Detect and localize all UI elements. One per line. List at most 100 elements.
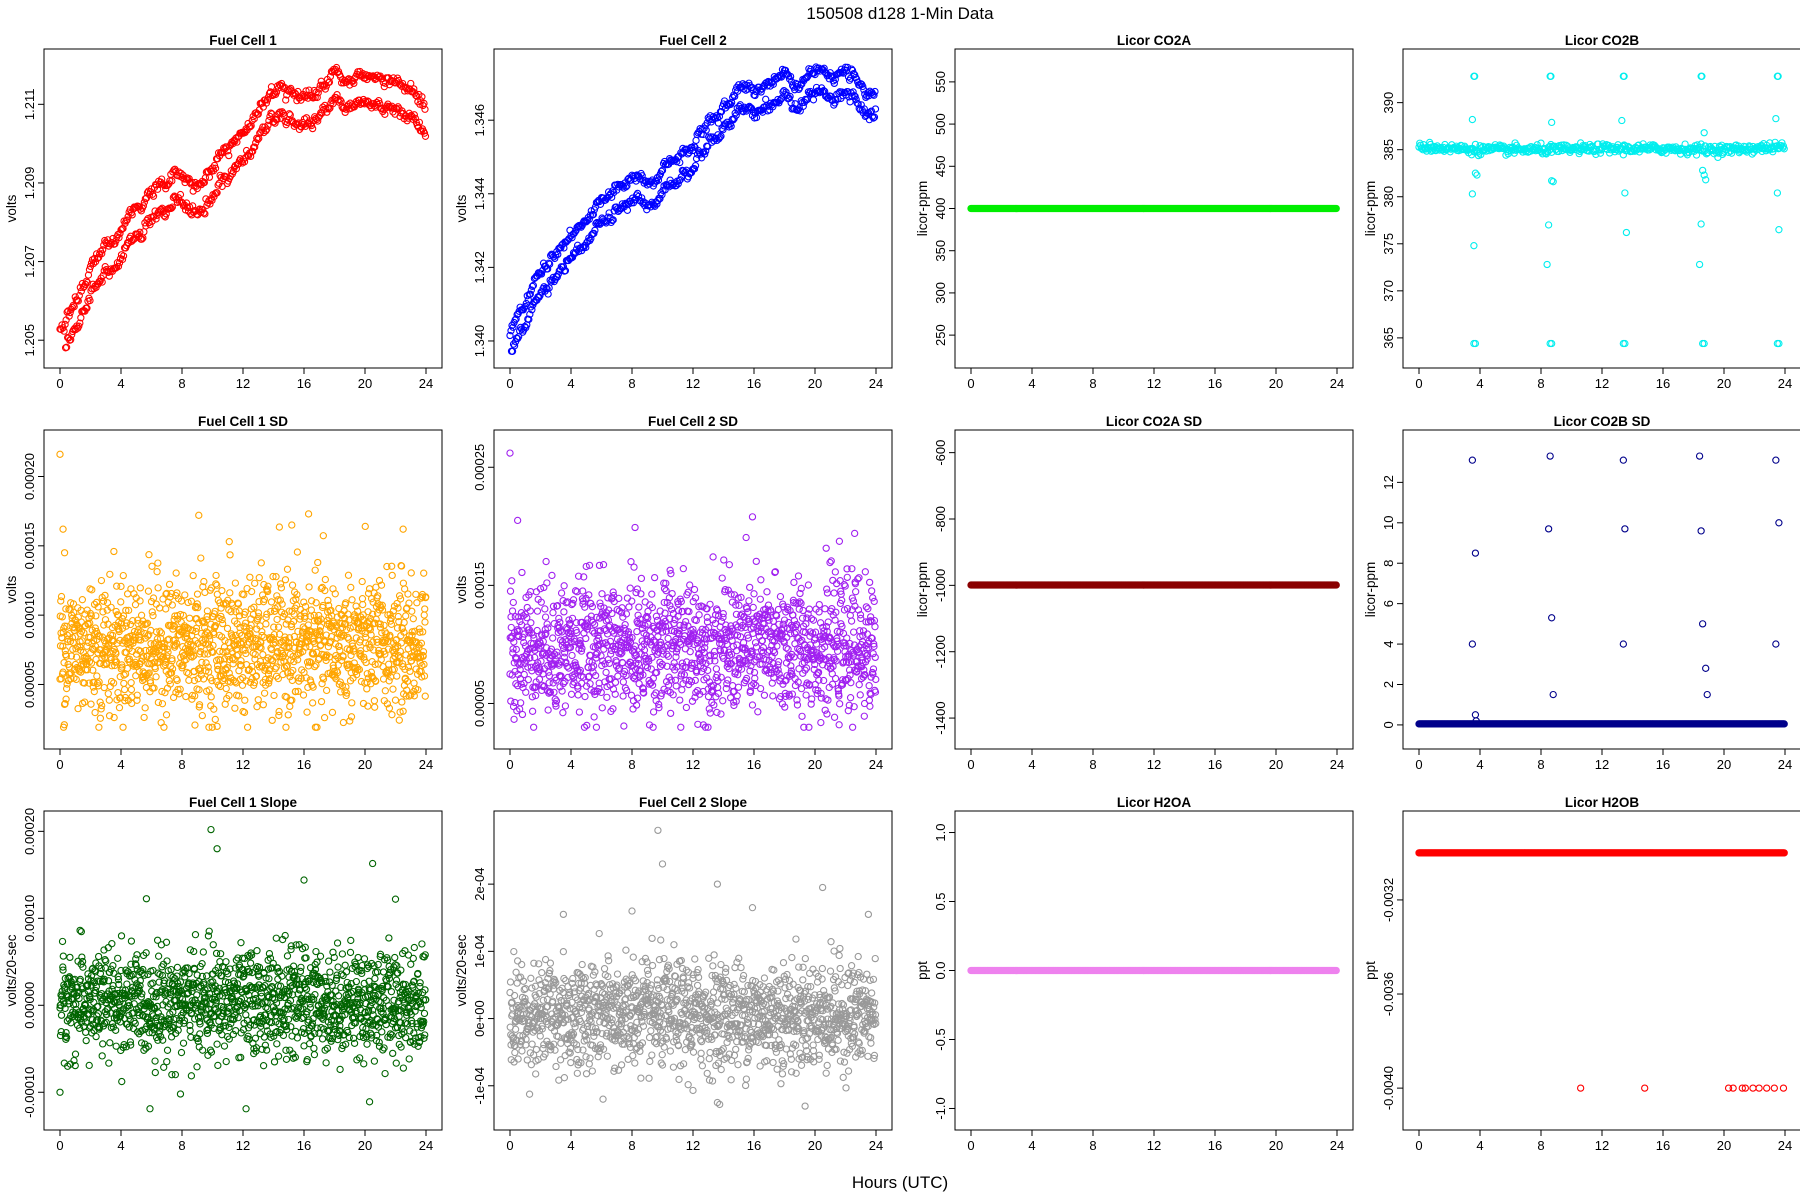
data-point xyxy=(528,306,536,314)
data-point xyxy=(583,216,591,225)
data-point xyxy=(201,210,209,218)
data-point xyxy=(657,167,666,175)
y-tick-label: 250 xyxy=(933,324,948,346)
data-point xyxy=(305,583,313,591)
y-tick-label: 0.00005 xyxy=(22,661,37,708)
data-point xyxy=(574,247,583,256)
data-point xyxy=(316,623,325,631)
data-point xyxy=(591,226,599,235)
data-point xyxy=(83,304,91,312)
chart-panel: Fuel Cell 2 SD0 4 8 12 16 20 240.000050.000150… xyxy=(454,414,893,772)
data-point xyxy=(635,603,643,611)
data-point xyxy=(322,686,331,695)
data-point xyxy=(702,126,710,134)
data-point xyxy=(1470,242,1478,250)
data-point xyxy=(71,324,79,332)
data-point xyxy=(851,92,859,101)
data-point xyxy=(802,96,811,104)
data-point xyxy=(172,569,180,577)
data-point xyxy=(821,87,829,96)
data-point xyxy=(257,559,265,567)
data-point xyxy=(1622,228,1631,237)
data-point xyxy=(100,683,108,692)
data-point xyxy=(98,250,106,258)
data-point xyxy=(117,226,125,234)
data-point xyxy=(629,705,637,713)
data-point xyxy=(232,165,241,173)
data-point xyxy=(752,113,761,122)
data-point xyxy=(568,234,576,242)
y-tick-label: 365 xyxy=(1381,327,1396,349)
y-tick-label: 1.209 xyxy=(22,167,37,200)
y-tick-label: 390 xyxy=(1381,92,1396,114)
y-tick-label: 370 xyxy=(1381,280,1396,302)
panel-grid: Fuel Cell 10 4 8 12 16 20 241.2051.2071.2091.2… xyxy=(4,33,1800,1153)
data-point xyxy=(727,122,735,130)
data-point xyxy=(621,621,629,629)
data-point xyxy=(421,105,429,113)
data-point xyxy=(246,573,254,581)
data-point xyxy=(105,696,113,704)
data-point xyxy=(263,125,271,133)
x-tick-label: 4 xyxy=(1476,376,1483,391)
data-point xyxy=(1773,189,1782,197)
data-series xyxy=(56,450,430,731)
plot-frame xyxy=(43,48,443,369)
data-series xyxy=(56,63,430,352)
data-point xyxy=(1775,226,1783,234)
data-point xyxy=(153,568,161,576)
data-point xyxy=(677,723,685,731)
data-point xyxy=(651,202,659,210)
figure-title: 150508 d128 1-Min Data xyxy=(806,4,994,23)
data-point xyxy=(598,590,606,598)
x-tick-label: 24 xyxy=(419,757,433,772)
data-point xyxy=(264,121,272,129)
data-point xyxy=(690,585,699,594)
data-point xyxy=(420,611,428,619)
data-point xyxy=(62,343,71,351)
data-point xyxy=(869,114,878,122)
data-point xyxy=(586,211,594,219)
data-point xyxy=(596,200,605,208)
panel-title: Licor CO2A xyxy=(1117,33,1192,48)
data-point xyxy=(266,112,274,121)
data-point xyxy=(213,189,221,197)
data-point xyxy=(528,707,537,715)
data-point xyxy=(843,63,852,72)
data-point xyxy=(549,609,557,617)
data-point xyxy=(554,270,562,278)
data-point xyxy=(302,87,310,95)
data-point xyxy=(678,686,686,694)
data-point xyxy=(132,672,140,680)
data-point xyxy=(509,598,517,607)
data-point xyxy=(408,607,416,615)
data-point xyxy=(421,132,430,140)
y-axis-label: volts xyxy=(4,575,19,603)
data-point xyxy=(255,613,263,621)
data-point xyxy=(542,557,550,566)
data-point xyxy=(734,683,743,691)
data-point xyxy=(1618,116,1626,125)
data-point xyxy=(255,574,263,582)
data-point xyxy=(388,571,396,580)
data-point xyxy=(1468,190,1477,198)
data-point xyxy=(630,563,638,571)
data-point xyxy=(413,92,421,100)
data-point xyxy=(216,682,225,691)
data-point xyxy=(592,723,601,731)
data-point xyxy=(786,72,795,81)
data-point xyxy=(95,723,103,731)
data-point xyxy=(533,607,542,615)
y-tick-label: 500 xyxy=(933,113,948,135)
x-tick-label: 16 xyxy=(747,376,761,391)
data-point xyxy=(75,291,83,300)
data-point xyxy=(321,85,329,93)
data-point xyxy=(90,254,99,263)
data-point xyxy=(162,605,170,613)
data-point xyxy=(226,589,234,597)
data-point xyxy=(568,651,576,660)
data-point xyxy=(253,703,261,711)
data-point xyxy=(81,698,89,706)
data-point xyxy=(541,613,550,621)
